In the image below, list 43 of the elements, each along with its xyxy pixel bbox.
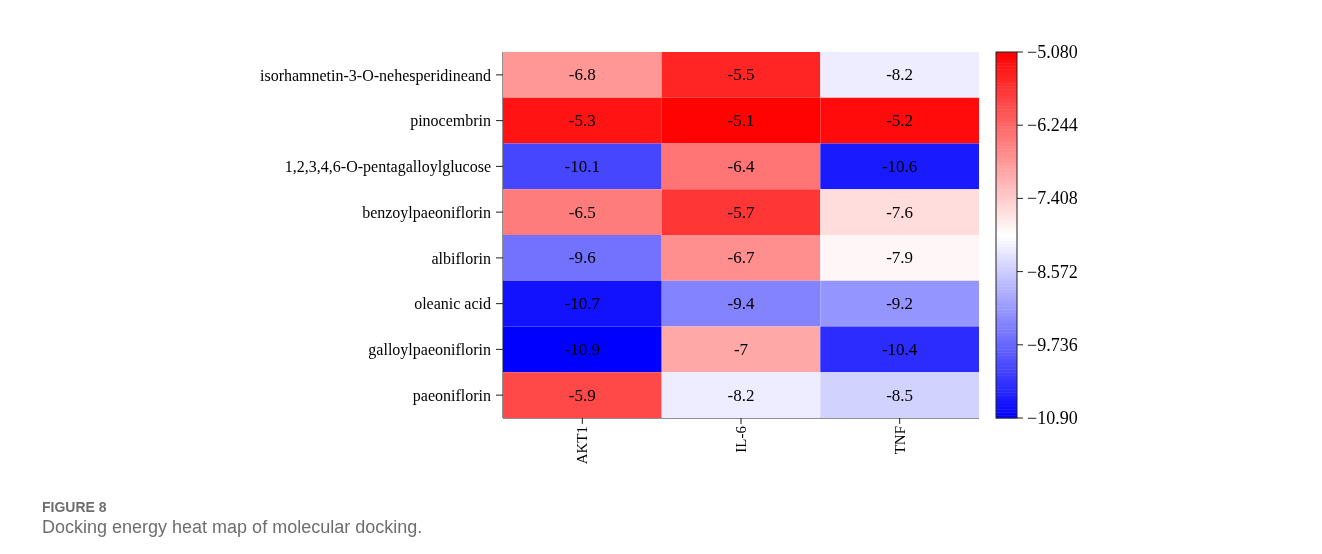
data-label: -10.9 — [564, 339, 601, 359]
x-tick-label: AKT1 — [574, 426, 591, 465]
y-tick-label: pinocembrin — [410, 112, 491, 131]
data-label: -5.3 — [568, 111, 596, 131]
y-tick-label: galloylpaeoniflorin — [368, 341, 491, 360]
color-bar-label: −6.244 — [1027, 115, 1078, 136]
color-bar-label: −7.408 — [1027, 188, 1078, 209]
data-label: -9.2 — [886, 294, 914, 314]
data-label: -7.9 — [886, 248, 914, 268]
data-label: -7 — [733, 339, 749, 359]
color-bar-label: −9.736 — [1027, 334, 1078, 355]
data-label: -5.1 — [727, 111, 755, 131]
data-label: -5.9 — [568, 385, 596, 405]
y-tick-label: benzoylpaeoniflorin — [362, 203, 491, 222]
data-label: -5.7 — [727, 202, 755, 222]
color-bar-label: −5.080 — [1027, 42, 1078, 62]
data-label: -6.4 — [727, 156, 755, 176]
data-label: -7.6 — [886, 202, 914, 222]
data-label: -8.5 — [886, 385, 914, 405]
data-label: -5.2 — [886, 111, 914, 131]
data-label: -6.8 — [568, 65, 596, 85]
color-bar-label: −8.572 — [1027, 261, 1078, 282]
data-label: -6.5 — [568, 202, 596, 222]
data-label: -10.6 — [881, 156, 918, 176]
y-tick-label: 1,2,3,4,6-O-pentagalloylglucose — [284, 158, 491, 177]
y-tick-label: albiflorin — [431, 249, 491, 267]
data-label: -10.4 — [881, 339, 918, 359]
data-label: -6.7 — [727, 248, 755, 268]
data-label: -8.2 — [727, 385, 755, 405]
data-label: -8.2 — [886, 65, 914, 85]
data-label: -10.1 — [564, 156, 601, 176]
y-tick-label: oleanic acid — [414, 295, 491, 313]
x-tick-label: IL-6 — [733, 425, 749, 453]
x-tick-label: TNF — [891, 426, 908, 455]
caption: FIGURE 8 — [42, 498, 107, 516]
data-label: -5.5 — [727, 65, 755, 85]
color-bar-label: −10.90 — [1027, 408, 1078, 428]
data-label: -10.7 — [564, 294, 601, 314]
data-label: -9.6 — [568, 248, 596, 268]
text: Docking energy heat map of molecular docking. — [42, 517, 423, 537]
data-label: -9.4 — [727, 294, 755, 314]
y-tick-label: isorhamnetin-3-O-nehesperidineand — [259, 66, 491, 85]
y-tick-label: paeoniflorin — [412, 386, 491, 405]
